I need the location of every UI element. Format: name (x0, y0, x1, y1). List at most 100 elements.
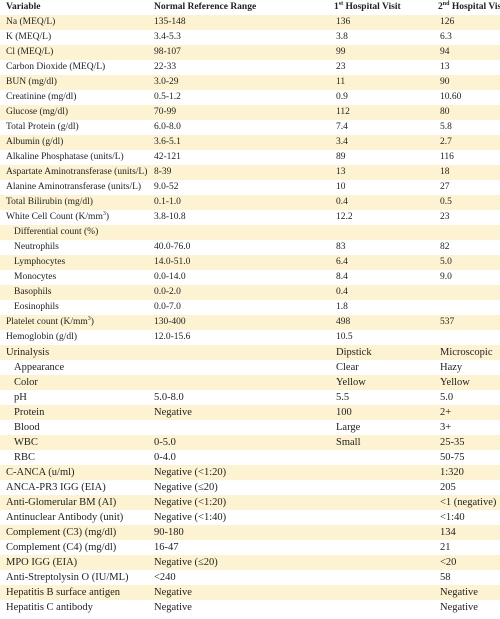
table-cell: 18 (432, 165, 500, 180)
table-cell: Hazy (440, 362, 463, 373)
table-cell (328, 450, 432, 465)
table-cell: C-ANCA (u/ml) (0, 465, 148, 480)
table-cell: 94 (432, 45, 500, 60)
table-cell: 6.4 (328, 255, 432, 270)
table-cell (328, 480, 432, 495)
table-cell: 21 (440, 542, 451, 553)
table-cell: Hemoglobin (g/dl) (6, 332, 77, 342)
table-row: Total Protein (g/dl) 6.0-8.0 7.4 5.8 (0, 120, 500, 135)
table-row: Albumin (g/dl) 3.6-5.1 3.4 2.7 (0, 135, 500, 150)
header-cell: Variable (6, 2, 41, 12)
table-row: MPO IGG (EIA) Negative (≤20) <20 (0, 555, 500, 570)
table-row: Total Bilirubin (mg/dl) 0.1-1.0 0.4 0.5 (0, 195, 500, 210)
text-part: ) (90, 317, 94, 327)
table-cell: Creatinine (mg/dl) (6, 92, 77, 102)
table-cell (432, 300, 500, 315)
table-cell: Anti-Glomerular BM (AI) (0, 495, 148, 510)
table-cell: 1.8 (336, 302, 348, 312)
header-cell: 2nd Hospital Visit (432, 0, 500, 15)
table-cell: Monocytes (14, 272, 57, 282)
table-cell: 0.0-14.0 (154, 272, 186, 282)
table-cell: 7.4 (336, 122, 348, 132)
table-cell: Negative (≤20) (148, 555, 328, 570)
table-cell: Na (MEQ/L) (0, 15, 148, 30)
table-cell: 23 (336, 62, 346, 72)
table-row: Complement (C4) (mg/dl) 16-47 21 (0, 540, 500, 555)
table-cell (328, 570, 432, 585)
table-cell: Alkaline Phosphatase (units/L) (6, 152, 124, 162)
table-cell: 5.0 (440, 392, 454, 403)
table-cell: Yellow (328, 375, 432, 390)
table-row: Alanine Aminotransferase (units/L) 9.0-52… (0, 180, 500, 195)
text-part: Platelet count (K/mm (6, 317, 88, 327)
table-cell: 12.2 (336, 212, 353, 222)
table-cell: 498 (328, 315, 432, 330)
table-cell: 70-99 (148, 105, 328, 120)
text-part: Hospital Visit (451, 2, 500, 12)
table-cell: 0.1-1.0 (148, 195, 328, 210)
table-cell: 90 (432, 75, 500, 90)
table-cell: Basophils (0, 285, 148, 300)
table-cell: Platelet count (K/mm3) (0, 315, 148, 330)
table-row: Anti-Glomerular BM (AI) Negative (<1:20) <… (0, 495, 500, 510)
table-cell: Dipstick (328, 345, 432, 360)
table-cell: 205 (440, 482, 456, 493)
table-cell: 112 (328, 105, 432, 120)
table-cell: 135-148 (148, 15, 328, 30)
table-cell: 58 (440, 572, 451, 583)
table-row: Glucose (mg/dl) 70-99 112 80 (0, 105, 500, 120)
table-cell: Glucose (mg/dl) (0, 105, 148, 120)
table-row: Na (MEQ/L) 135-148 136 126 (0, 15, 500, 30)
table-cell: Total Bilirubin (mg/dl) (0, 195, 148, 210)
table-cell: Small (328, 435, 432, 450)
table-cell: 8-39 (148, 165, 328, 180)
table-cell: Negative (148, 405, 328, 420)
table-cell: 10.60 (440, 92, 462, 102)
table-cell (328, 465, 432, 480)
header-row: Variable Normal Reference Range 1st Hospit… (0, 0, 500, 15)
table-cell: 126 (432, 15, 500, 30)
table-cell: 6.0-8.0 (154, 122, 181, 132)
table-cell: 10 (336, 182, 346, 192)
header-cell: Normal Reference Range (154, 2, 257, 12)
text-part: White Cell Count (K/mm (6, 212, 103, 222)
table-row: Appearance Clear Hazy (0, 360, 500, 375)
table-cell: Negative (≤20) (154, 482, 218, 493)
table-cell: Anti-Streptolysin O (IU/ML) (6, 572, 129, 583)
table-cell (328, 555, 432, 570)
table-cell (148, 375, 328, 390)
table-cell: 0.0-7.0 (154, 302, 181, 312)
table-cell: 0.5 (432, 195, 500, 210)
table-row: Urinalysis Dipstick Microscopic (0, 345, 500, 360)
table-cell: 12.0-15.6 (154, 332, 191, 342)
table-cell (328, 525, 432, 540)
table-cell: Aspartate Aminotransferase (units/L) (0, 165, 148, 180)
table-cell: Negative (<1:20) (148, 465, 328, 480)
table-row: Neutrophils 40.0-76.0 83 82 (0, 240, 500, 255)
table-row: ANCA-PR3 IGG (EIA) Negative (≤20) 205 (0, 480, 500, 495)
table-cell: 3.4-5.3 (154, 32, 181, 42)
table-cell: <20 (432, 555, 500, 570)
table-cell: 5.0-8.0 (154, 392, 184, 403)
table-row: Hepatitis C antibody Negative Negative (0, 600, 500, 615)
table-cell: 3.6-5.1 (148, 135, 328, 150)
table-cell: 3+ (440, 422, 452, 433)
text-part: ) (105, 212, 110, 222)
table-cell: 89 (336, 152, 346, 162)
table-cell (148, 225, 328, 240)
table-cell: 22-33 (154, 62, 177, 72)
table-row: Basophils 0.0-2.0 0.4 (0, 285, 500, 300)
table-row: C-ANCA (u/ml) Negative (<1:20) 1:320 (0, 465, 500, 480)
table-cell: <1:40 (440, 512, 465, 523)
table-cell: 2.7 (432, 135, 500, 150)
table-cell: 0.4 (328, 195, 432, 210)
table-cell: 9.0-52 (154, 182, 179, 192)
table-cell: Appearance (14, 362, 65, 373)
table-cell: 50-75 (440, 452, 465, 463)
table-row: RBC 0-4.0 50-75 (0, 450, 500, 465)
table-cell: 82 (440, 242, 450, 252)
table-cell: 537 (432, 315, 500, 330)
table-cell: Cl (MEQ/L) (0, 45, 148, 60)
table-cell (432, 330, 500, 345)
